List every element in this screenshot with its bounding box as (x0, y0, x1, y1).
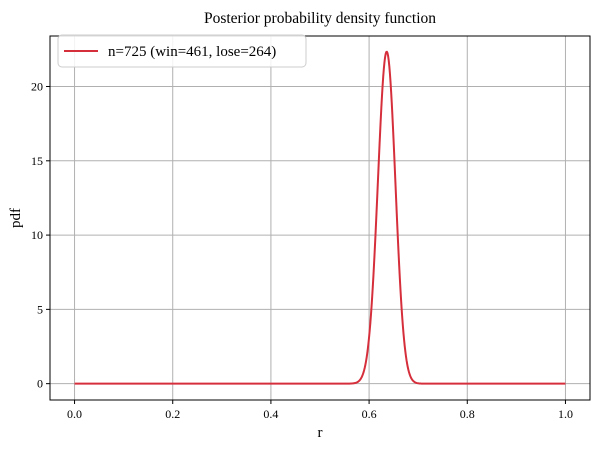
grid (50, 36, 590, 400)
y-tick-label: 0 (37, 377, 43, 391)
y-tick-label: 15 (31, 154, 43, 168)
legend-label-series-0: n=725 (win=461, lose=264) (108, 44, 276, 60)
x-tick-label: 1.0 (558, 407, 573, 421)
x-tick-label: 0.4 (263, 407, 278, 421)
x-tick-label: 0.8 (460, 407, 475, 421)
plot-area-frame (49, 35, 591, 401)
x-tick-label: 0.2 (165, 407, 180, 421)
y-tick-label: 5 (37, 302, 43, 316)
x-axis-label: r (318, 425, 323, 441)
x-tick-label: 0.0 (67, 407, 82, 421)
ticks: 0.0 0.2 0.4 0.6 0.8 1.0 0 5 10 15 20 (31, 80, 573, 421)
series-line-0 (74, 50, 566, 385)
x-tick-label: 0.6 (362, 407, 377, 421)
y-axis-label: pdf (8, 208, 24, 228)
y-tick-label: 10 (31, 228, 43, 242)
y-tick-label: 20 (31, 80, 43, 94)
chart-title: Posterior probability density function (204, 10, 436, 27)
series-layer (74, 50, 566, 385)
legend: n=725 (win=461, lose=264) (57, 34, 307, 68)
legend-box (57, 34, 307, 68)
